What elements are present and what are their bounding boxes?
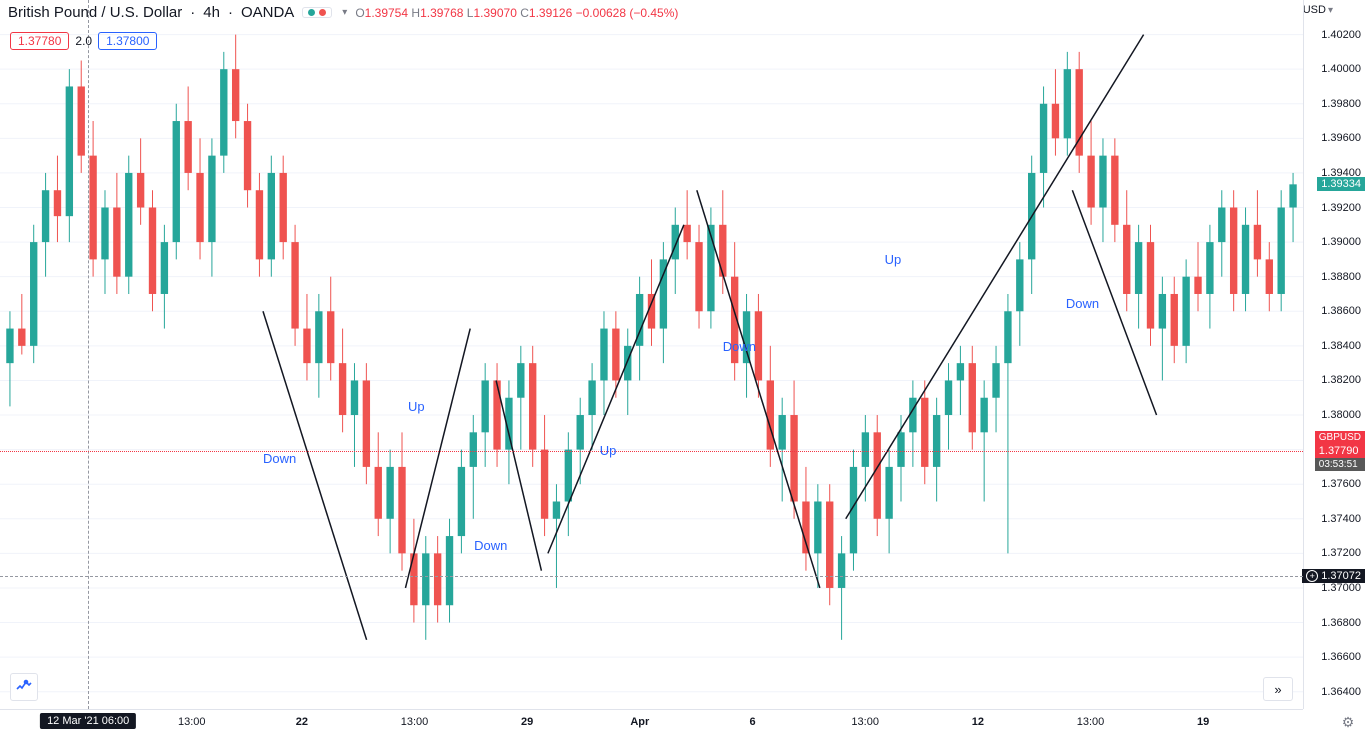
chart-pulse-icon <box>16 679 32 695</box>
y-tick: 1.39000 <box>1321 236 1361 248</box>
dot-green-icon <box>308 9 315 16</box>
y-tick: 1.36800 <box>1321 617 1361 629</box>
x-tick: 13:00 <box>178 716 206 728</box>
trend-annotation[interactable]: Down <box>723 339 756 354</box>
crosshair-y-label: +1.37072 <box>1302 569 1365 583</box>
trend-annotation[interactable]: Up <box>408 399 425 414</box>
x-tick: 13:00 <box>1077 716 1105 728</box>
y-tick: 1.37200 <box>1321 547 1361 559</box>
scroll-right-button[interactable]: » <box>1263 677 1293 701</box>
trend-annotation[interactable]: Up <box>885 252 902 267</box>
last-price-label: 1.39334 <box>1317 177 1365 191</box>
dot-red-icon <box>319 9 326 16</box>
spread-value: 2.0 <box>75 34 92 48</box>
chevron-down-icon[interactable]: ▾ <box>342 7 347 18</box>
settings-button[interactable]: ⚙ <box>1337 711 1359 733</box>
y-tick: 1.38200 <box>1321 374 1361 386</box>
x-tick: 12 <box>972 716 984 728</box>
y-tick: 1.39200 <box>1321 202 1361 214</box>
trend-annotation[interactable]: Down <box>1066 296 1099 311</box>
timeframe[interactable]: 4h <box>203 4 220 21</box>
indicator-button[interactable] <box>10 673 38 701</box>
gear-icon: ⚙ <box>1342 714 1355 731</box>
y-tick: 1.40000 <box>1321 63 1361 75</box>
y-tick: 1.38600 <box>1321 305 1361 317</box>
ohlc-readout: O1.39754 H1.39768 L1.39070 C1.39126 −0.0… <box>355 6 678 20</box>
x-tick: Apr <box>630 716 649 728</box>
x-tick: 19 <box>1197 716 1209 728</box>
chart-area[interactable]: Down Up Down Up Down Up Down <box>0 0 1303 709</box>
y-tick: 1.38800 <box>1321 271 1361 283</box>
x-tick: 29 <box>521 716 533 728</box>
crosshair-h <box>0 576 1303 577</box>
x-axis[interactable]: 13:00 22 13:00 29 Apr 6 13:00 12 13:00 19 12 Mar '… <box>0 709 1303 737</box>
symbol-price-label: GBPUSD1.3779003:53:51 <box>1315 431 1365 471</box>
y-tick: 1.39600 <box>1321 132 1361 144</box>
ask-pill[interactable]: 1.37800 <box>98 32 157 50</box>
double-chevron-right-icon: » <box>1274 682 1281 697</box>
crosshair-v <box>88 0 89 709</box>
trend-annotation[interactable]: Down <box>263 451 296 466</box>
y-tick: 1.37600 <box>1321 478 1361 490</box>
y-tick: 1.36400 <box>1321 686 1361 698</box>
x-tick: 13:00 <box>401 716 429 728</box>
y-tick: 1.36600 <box>1321 651 1361 663</box>
y-tick: 1.38400 <box>1321 340 1361 352</box>
y-tick: 1.37000 <box>1321 582 1361 594</box>
symbol-title[interactable]: British Pound / U.S. Dollar <box>8 4 182 21</box>
candlestick-plot[interactable] <box>0 0 1303 709</box>
y-tick: 1.39800 <box>1321 98 1361 110</box>
bid-pill[interactable]: 1.37780 <box>10 32 69 50</box>
y-axis[interactable]: 1.402001.400001.398001.396001.394001.392… <box>1303 0 1365 709</box>
x-tick: 22 <box>296 716 308 728</box>
trend-annotation[interactable]: Down <box>474 538 507 553</box>
crosshair-x-label: 12 Mar '21 06:00 <box>40 713 136 729</box>
chart-header: British Pound / U.S. Dollar · 4h · OANDA… <box>8 4 678 21</box>
x-tick: 6 <box>749 716 755 728</box>
y-tick: 1.40200 <box>1321 29 1361 41</box>
price-pill-row: 1.37780 2.0 1.37800 <box>10 32 157 50</box>
broker-badge <box>302 7 332 18</box>
trend-annotation[interactable]: Up <box>600 443 617 458</box>
x-tick: 13:00 <box>851 716 879 728</box>
y-tick: 1.38000 <box>1321 409 1361 421</box>
price-line-red <box>0 451 1303 452</box>
broker-name[interactable]: OANDA <box>241 4 294 21</box>
y-tick: 1.37400 <box>1321 513 1361 525</box>
